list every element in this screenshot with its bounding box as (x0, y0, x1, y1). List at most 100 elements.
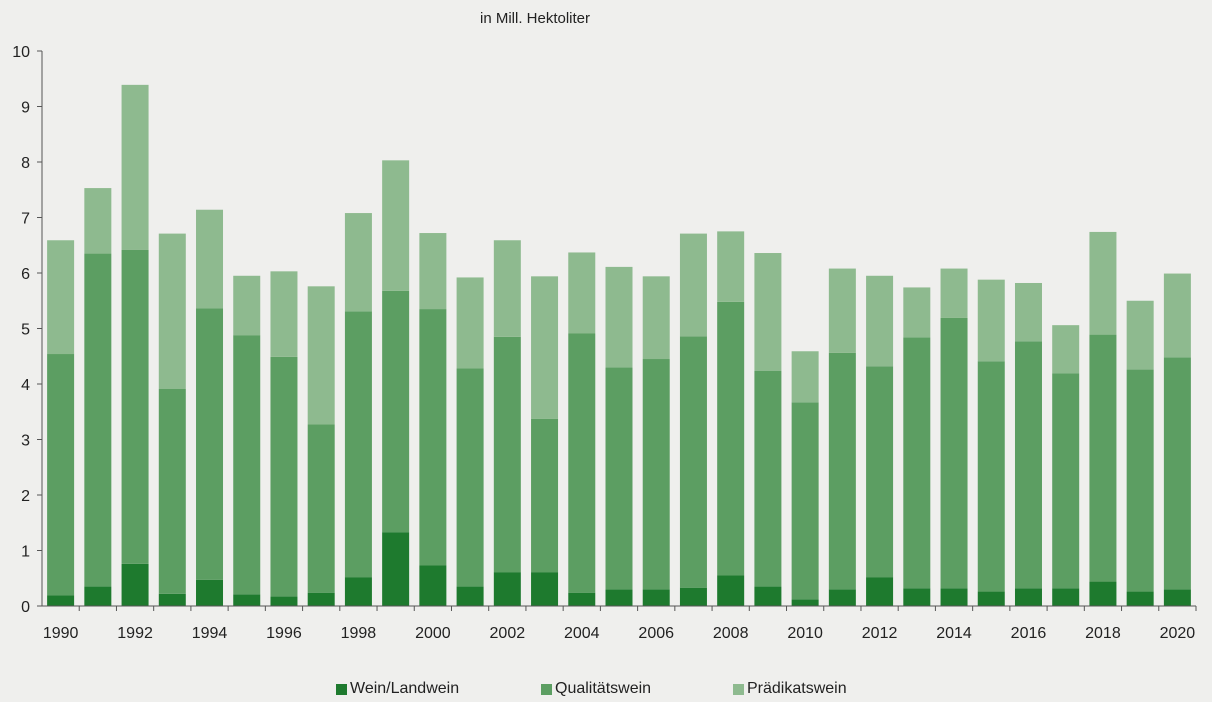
bar-wein-landwein-1995 (233, 594, 261, 606)
bar-praedikatswein-2018 (1089, 231, 1117, 335)
bar-qualitaetswein-1995 (233, 335, 261, 595)
y-tick-label: 7 (21, 211, 30, 228)
x-tick-label: 2014 (936, 625, 972, 642)
x-tick-label: 2010 (787, 625, 823, 642)
bar-qualitaetswein-2017 (1052, 373, 1080, 589)
bar-qualitaetswein-1999 (382, 290, 410, 533)
bar-wein-landwein-2016 (1014, 588, 1042, 606)
bar-qualitaetswein-2010 (791, 402, 819, 600)
bar-praedikatswein-2005 (605, 266, 633, 368)
bar-praedikatswein-2009 (754, 253, 782, 371)
bar-qualitaetswein-2016 (1014, 341, 1042, 589)
bar-wein-landwein-2010 (791, 599, 819, 606)
x-tick-label: 2002 (490, 625, 526, 642)
y-axis: 0 1 2 3 4 5 6 7 8 9 10 (12, 44, 42, 616)
bar-wein-landwein-2002 (493, 572, 521, 606)
bar-wein-landwein-2014 (940, 588, 968, 606)
bar-wein-landwein-2020 (1163, 589, 1191, 606)
x-tick-label: 2004 (564, 625, 600, 642)
bar-wein-landwein-1998 (344, 577, 372, 606)
bar-wein-landwein-2018 (1089, 581, 1117, 606)
bar-qualitaetswein-2007 (679, 336, 707, 588)
bar-praedikatswein-2000 (419, 233, 447, 310)
bar-wein-landwein-2003 (531, 572, 559, 606)
bar-wein-landwein-2006 (642, 589, 670, 606)
bar-praedikatswein-2006 (642, 276, 670, 360)
bar-wein-landwein-2005 (605, 589, 633, 606)
bar-praedikatswein-2010 (791, 351, 819, 403)
x-axis: 1990 1992 1994 1996 1998 2000 2002 2004 2006 2008… (43, 606, 1197, 642)
bar-qualitaetswein-2002 (493, 336, 521, 573)
bar-praedikatswein-1996 (270, 271, 298, 357)
bar-qualitaetswein-1994 (196, 308, 224, 580)
y-tick-label: 2 (21, 488, 30, 505)
bar-praedikatswein-1994 (196, 209, 224, 309)
bar-qualitaetswein-2004 (568, 333, 596, 593)
y-tick-label: 5 (21, 322, 30, 339)
x-tick-label: 1994 (192, 625, 228, 642)
bar-wein-landwein-2007 (679, 587, 707, 606)
bar-wein-landwein-2009 (754, 586, 782, 606)
bar-praedikatswein-2002 (493, 240, 521, 337)
legend-item-wein-landwein: Wein/Landwein (336, 680, 459, 698)
x-tick-label: 2016 (1011, 625, 1047, 642)
bar-qualitaetswein-2019 (1126, 369, 1154, 592)
bar-praedikatswein-2020 (1163, 273, 1191, 358)
x-tick-label: 2000 (415, 625, 451, 642)
legend-label: Wein/Landwein (350, 680, 460, 697)
bar-wein-landwein-2015 (977, 591, 1005, 606)
bar-qualitaetswein-1997 (307, 424, 335, 593)
y-tick-label: 4 (21, 377, 30, 394)
legend: Wein/Landwein Qualitätswein Prädikatswei… (0, 680, 1212, 700)
bar-praedikatswein-2016 (1014, 282, 1042, 342)
bar-wein-landwein-1991 (84, 586, 112, 606)
bar-praedikatswein-1991 (84, 188, 112, 254)
bar-wein-landwein-2019 (1126, 591, 1154, 606)
bar-wein-landwein-1994 (196, 579, 224, 606)
bar-praedikatswein-2014 (940, 268, 968, 318)
bar-praedikatswein-2015 (977, 279, 1005, 362)
y-tick-label: 1 (21, 544, 30, 561)
y-tick-label: 6 (21, 266, 30, 283)
x-tick-label: 2008 (713, 625, 749, 642)
bar-wein-landwein-1993 (158, 593, 186, 606)
y-tick-label: 3 (21, 433, 30, 450)
legend-label: Qualitätswein (555, 680, 652, 697)
bar-praedikatswein-1992 (121, 84, 149, 250)
bar-qualitaetswein-2001 (456, 368, 484, 587)
bar-wein-landwein-2004 (568, 592, 596, 606)
bar-praedikatswein-2003 (531, 276, 559, 419)
bar-praedikatswein-2011 (828, 268, 856, 353)
legend-swatch-qualitaetswein (541, 683, 552, 695)
bar-qualitaetswein-1993 (158, 388, 186, 594)
x-tick-label: 2012 (862, 625, 898, 642)
bar-praedikatswein-1997 (307, 286, 335, 425)
x-tick-label: 1992 (117, 625, 153, 642)
bar-wein-landwein-2000 (419, 565, 447, 606)
bar-praedikatswein-1990 (47, 240, 75, 355)
bar-praedikatswein-2012 (866, 275, 894, 367)
x-tick-label: 1990 (43, 625, 79, 642)
bar-qualitaetswein-2013 (903, 337, 931, 589)
bar-praedikatswein-2017 (1052, 325, 1080, 374)
bar-praedikatswein-2001 (456, 277, 484, 369)
y-tick-label: 10 (12, 44, 30, 61)
bar-wein-landwein-2008 (717, 575, 745, 606)
y-tick-label: 9 (21, 100, 30, 117)
bar-qualitaetswein-2012 (866, 366, 894, 578)
bar-praedikatswein-2008 (717, 231, 745, 302)
bar-wein-landwein-2012 (866, 577, 894, 606)
bar-qualitaetswein-2020 (1163, 357, 1191, 590)
y-tick-label: 8 (21, 155, 30, 172)
bar-qualitaetswein-2008 (717, 301, 745, 576)
bar-qualitaetswein-2003 (531, 418, 559, 573)
bar-praedikatswein-2019 (1126, 300, 1154, 370)
legend-item-praedikatswein: Prädikatswein (733, 680, 847, 698)
bar-wein-landwein-2013 (903, 588, 931, 606)
bar-wein-landwein-2017 (1052, 588, 1080, 606)
bar-praedikatswein-2013 (903, 287, 931, 338)
axes-lines (41, 51, 1196, 607)
bar-qualitaetswein-1998 (344, 311, 372, 578)
bar-praedikatswein-1995 (233, 275, 261, 336)
